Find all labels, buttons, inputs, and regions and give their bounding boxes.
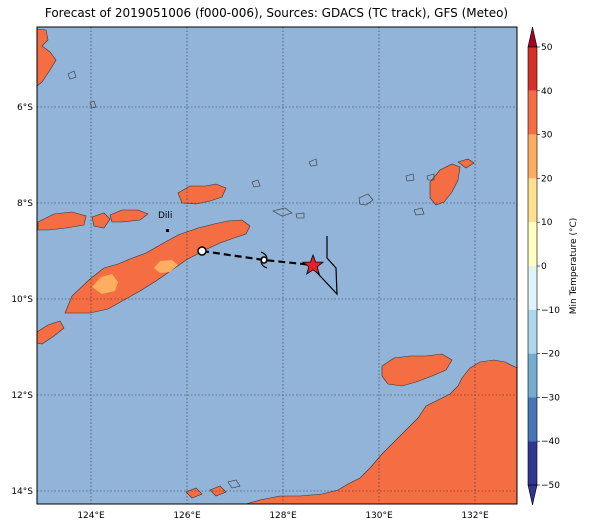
tc-current-star-icon bbox=[301, 253, 325, 275]
colorbar-tick-label: 50 bbox=[541, 43, 553, 53]
islet-nw-1 bbox=[67, 70, 77, 80]
lon-labels: 124°E 126°E 128°E 130°E 132°E bbox=[77, 511, 489, 521]
lat-label: 14°S bbox=[11, 487, 33, 497]
islet-tanimbar-1 bbox=[457, 158, 475, 169]
colorbar-tick-label: 10 bbox=[541, 218, 553, 228]
islet-nw-2 bbox=[89, 100, 97, 109]
tc-forecast-cone bbox=[307, 236, 338, 296]
islet-2 bbox=[272, 207, 293, 217]
colorbar-tick-label: 20 bbox=[541, 174, 553, 184]
graticule bbox=[37, 27, 517, 504]
colorbar-tick-label: −30 bbox=[541, 393, 560, 403]
colorbar-tick-label: −10 bbox=[541, 306, 560, 316]
colorbar-label: Min Temperature (°C) bbox=[569, 218, 579, 315]
map-title: Forecast of 2019051006 (f000-006), Sourc… bbox=[44, 6, 509, 20]
islet-aus-2 bbox=[209, 485, 227, 497]
islet-3 bbox=[295, 212, 305, 219]
colorbar-band bbox=[528, 397, 537, 442]
lat-label: 8°S bbox=[17, 199, 33, 209]
colorbar-tick-label: 30 bbox=[541, 131, 553, 141]
islet-aus-3 bbox=[227, 479, 241, 489]
colorbar-band bbox=[528, 178, 537, 223]
timor-cool-zone bbox=[92, 274, 118, 294]
island-south-west bbox=[36, 320, 65, 345]
timor-cool-zone-2 bbox=[154, 260, 178, 273]
island-melville bbox=[381, 353, 453, 387]
colorbar-extend-bottom bbox=[527, 484, 538, 506]
lat-label: 6°S bbox=[17, 103, 33, 113]
colorbar-band bbox=[528, 266, 537, 310]
colorbar-band bbox=[528, 222, 537, 266]
lon-label: 128°E bbox=[269, 511, 297, 521]
colorbar-band bbox=[528, 309, 537, 354]
lon-label: 130°E bbox=[365, 511, 393, 521]
islet-aus-1 bbox=[185, 487, 203, 499]
colorbar-tick-label: −40 bbox=[541, 437, 560, 447]
island-wetar bbox=[177, 183, 227, 205]
lat-labels: 6°S 8°S 10°S 12°S 14°S bbox=[11, 103, 33, 497]
island-pantar bbox=[91, 212, 111, 229]
map-frame bbox=[36, 26, 518, 505]
colorbar-band bbox=[528, 47, 537, 91]
colorbar-band bbox=[528, 441, 537, 485]
island-alor bbox=[37, 211, 87, 231]
colorbar-extend-top bbox=[527, 26, 538, 48]
tc-start-marker bbox=[197, 246, 207, 256]
city-marker bbox=[166, 229, 169, 232]
colorbar-band bbox=[528, 353, 537, 398]
colorbar-tick-label: −50 bbox=[541, 481, 560, 491]
lon-label: 124°E bbox=[77, 511, 105, 521]
islet-tanimbar-3 bbox=[426, 173, 435, 181]
colorbar-band bbox=[528, 90, 537, 135]
island-atauro bbox=[109, 209, 149, 223]
colorbar-tick-label: 0 bbox=[541, 262, 547, 272]
lon-label: 126°E bbox=[173, 511, 201, 521]
colorbar-band bbox=[528, 134, 537, 179]
city-label: Dili bbox=[158, 211, 172, 221]
australia-mainland bbox=[245, 359, 518, 505]
islet-4 bbox=[308, 158, 318, 167]
colorbar-tick-label: −20 bbox=[541, 350, 560, 360]
island-nw bbox=[36, 28, 57, 87]
colorbar-tick-label: 40 bbox=[541, 87, 553, 97]
lat-label: 10°S bbox=[11, 295, 33, 305]
islet-tanimbar-2 bbox=[413, 207, 425, 216]
lat-label: 12°S bbox=[11, 391, 33, 401]
island-tanimbar bbox=[429, 163, 461, 206]
islet-1 bbox=[251, 179, 261, 188]
islet-tanimbar-4 bbox=[405, 173, 415, 182]
tc-symbol-icon bbox=[260, 251, 268, 269]
colorbar: 50 40 30 20 10 0 −10 −20 −30 −40 −50 bbox=[527, 26, 560, 506]
lon-label: 132°E bbox=[461, 511, 489, 521]
